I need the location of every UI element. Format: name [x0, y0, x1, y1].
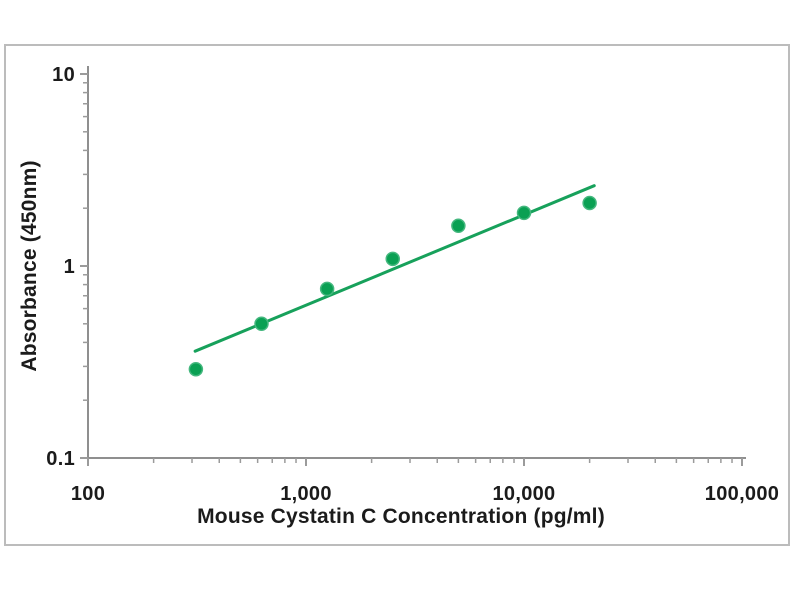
chart-frame	[4, 44, 790, 546]
data-point	[254, 316, 269, 332]
data-point	[188, 361, 204, 377]
y-tick-label: 0.1	[46, 448, 75, 470]
y-axis-title: Absorbance (450nm)	[18, 160, 41, 372]
x-tick-label: 100	[71, 483, 105, 505]
x-axis-title: Mouse Cystatin C Concentration (pg/ml)	[197, 505, 605, 528]
data-point	[319, 281, 335, 297]
data-point	[516, 205, 532, 221]
x-tick-label: 10,000	[493, 483, 556, 505]
data-point	[451, 218, 466, 234]
y-tick-label: 10	[52, 64, 75, 86]
y-tick-label: 1	[64, 256, 75, 278]
data-point	[385, 251, 401, 267]
x-tick-label: 1,000	[280, 483, 332, 505]
data-point	[582, 195, 597, 211]
x-tick-label: 100,000	[705, 483, 779, 505]
